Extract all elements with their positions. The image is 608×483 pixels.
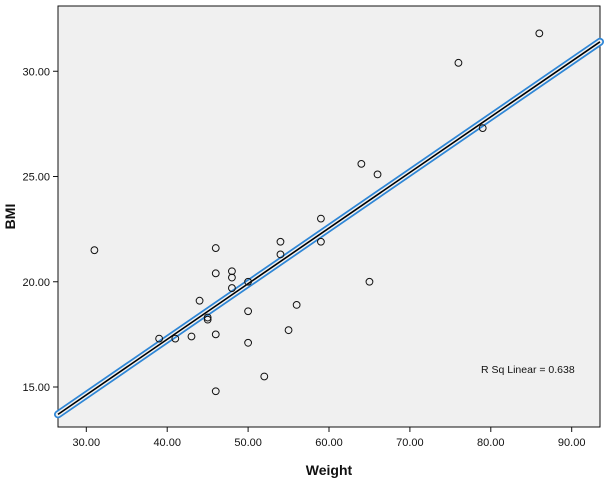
data-point [535, 29, 544, 38]
data-point [292, 301, 301, 309]
data-point [276, 237, 285, 246]
fit-line [57, 41, 601, 416]
data-point [90, 246, 99, 255]
data-point [203, 315, 212, 324]
data-point [244, 277, 253, 286]
y-axis-ticks: 15.00 20.00 25.00 30.00 [22, 66, 50, 394]
x-tick-label: 30.00 [73, 437, 101, 449]
data-point [211, 244, 220, 252]
data-point [244, 338, 253, 347]
y-tick-label: 30.00 [22, 66, 50, 78]
data-point [195, 296, 204, 305]
data-points [90, 29, 544, 396]
data-point [228, 284, 236, 292]
r-squared-annotation: R Sq Linear = 0.638 [481, 364, 575, 376]
y-tick-label: 25.00 [22, 172, 50, 184]
data-point [454, 58, 463, 67]
x-tick-label: 40.00 [153, 437, 181, 449]
data-point [357, 159, 366, 168]
data-point [244, 307, 253, 316]
data-point [317, 214, 325, 223]
y-tick-label: 15.00 [22, 382, 50, 394]
x-tick-label: 80.00 [477, 437, 505, 449]
x-tick-label: 60.00 [315, 437, 343, 449]
data-point [478, 124, 487, 132]
y-axis-title: BMI [2, 204, 18, 230]
fit-line-group [54, 37, 604, 419]
data-point [317, 237, 325, 246]
data-point [187, 332, 196, 341]
x-tick-label: 70.00 [396, 437, 424, 449]
y-tick-label: 20.00 [22, 277, 50, 289]
x-axis-title: Weight [306, 462, 353, 478]
data-point [365, 277, 374, 286]
data-point [171, 334, 180, 343]
data-point [211, 269, 220, 278]
data-point [211, 330, 220, 339]
data-point [211, 387, 220, 396]
x-axis-ticks: 30.00 40.00 50.00 60.00 70.00 80.00 90.00 [73, 437, 586, 449]
data-point [373, 170, 382, 179]
data-point [155, 334, 164, 343]
data-point [284, 326, 293, 335]
data-point [276, 250, 285, 259]
axes [53, 70, 573, 432]
x-tick-label: 50.00 [234, 437, 262, 449]
data-point [203, 313, 212, 322]
x-tick-label: 90.00 [558, 437, 586, 449]
data-point [228, 273, 236, 282]
data-point [260, 372, 269, 381]
